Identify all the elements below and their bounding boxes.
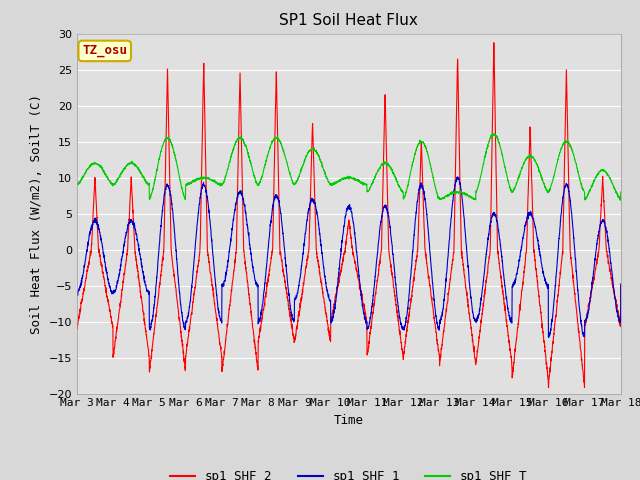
sp1_SHF_2 — [282, 284, 289, 289]
Line: sp1_SHF_T: sp1_SHF_T — [77, 134, 621, 200]
sp1_SHF_2 — [167, 246, 175, 252]
sp1_SHF_1 — [73, 289, 81, 295]
sp1_SHF_2 — [545, 385, 552, 391]
sp1_SHF_T — [305, 148, 313, 154]
Line: sp1_SHF_2: sp1_SHF_2 — [77, 43, 621, 388]
sp1_SHF_T — [548, 181, 556, 187]
sp1_SHF_T — [167, 139, 175, 145]
sp1_SHF_T — [282, 155, 289, 160]
sp1_SHF_2 — [617, 281, 625, 287]
sp1_SHF_1 — [548, 319, 556, 325]
sp1_SHF_2 — [305, 245, 313, 251]
sp1_SHF_1 — [167, 194, 175, 200]
sp1_SHF_1 — [305, 207, 313, 213]
sp1_SHF_T — [135, 168, 143, 173]
Line: sp1_SHF_1: sp1_SHF_1 — [77, 177, 621, 337]
sp1_SHF_T — [607, 176, 614, 181]
X-axis label: Time: Time — [334, 414, 364, 427]
sp1_SHF_2 — [135, 277, 143, 283]
sp1_SHF_T — [617, 189, 625, 195]
Title: SP1 Soil Heat Flux: SP1 Soil Heat Flux — [280, 13, 418, 28]
sp1_SHF_1 — [454, 174, 461, 180]
sp1_SHF_2 — [73, 324, 81, 330]
Text: TZ_osu: TZ_osu — [82, 44, 127, 58]
sp1_SHF_T — [490, 131, 497, 137]
sp1_SHF_1 — [607, 258, 614, 264]
sp1_SHF_T — [73, 181, 81, 187]
sp1_SHF_1 — [545, 335, 552, 340]
sp1_SHF_1 — [617, 282, 625, 288]
sp1_SHF_1 — [282, 254, 289, 260]
sp1_SHF_2 — [607, 270, 614, 276]
Legend: sp1_SHF_2, sp1_SHF_1, sp1_SHF_T: sp1_SHF_2, sp1_SHF_1, sp1_SHF_T — [165, 465, 532, 480]
sp1_SHF_1 — [135, 247, 143, 252]
sp1_SHF_T — [616, 197, 624, 203]
Y-axis label: Soil Heat Flux (W/m2), SoilT (C): Soil Heat Flux (W/m2), SoilT (C) — [30, 94, 43, 334]
sp1_SHF_2 — [490, 40, 498, 46]
sp1_SHF_2 — [548, 348, 556, 354]
